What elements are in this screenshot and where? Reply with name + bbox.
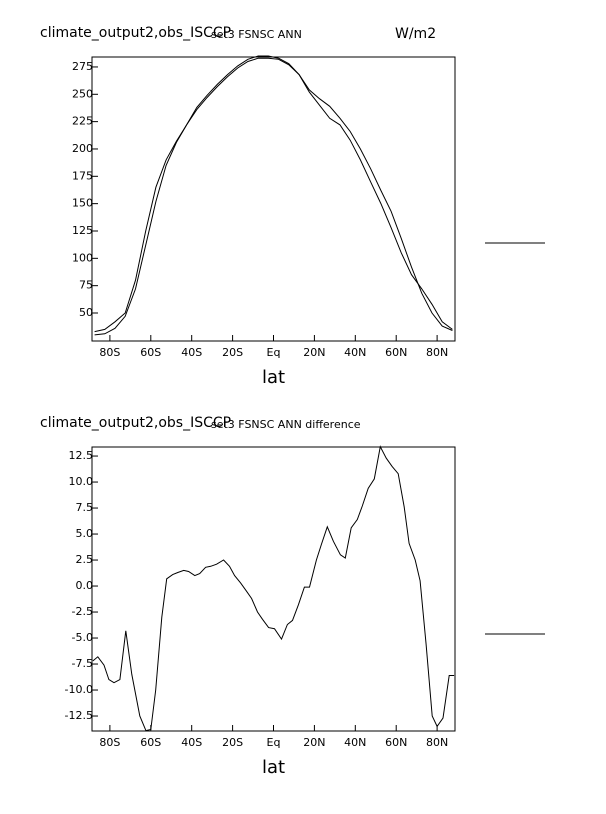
x-tick-label: 80S: [99, 346, 120, 359]
x-tick-label: Eq: [267, 736, 281, 749]
y-tick-label: 125: [72, 224, 93, 237]
x-tick-label: 40S: [181, 736, 202, 749]
y-tick-label: 0.0: [76, 579, 94, 592]
y-tick-label: 225: [72, 115, 93, 128]
y-tick-label: 250: [72, 87, 93, 100]
x-tick-label: 80N: [426, 346, 448, 359]
y-tick-label: 10.0: [69, 475, 94, 488]
x-axis-label: lat: [262, 757, 285, 778]
y-tick-label: -5.0: [72, 631, 93, 644]
x-tick-label: 60S: [140, 346, 161, 359]
data-line: [92, 445, 455, 732]
y-tick-label: 75: [79, 279, 93, 292]
y-tick-label: 7.5: [76, 501, 94, 514]
chart-subtitle: set3 FSNSC ANN difference: [211, 418, 361, 431]
y-tick-label: -12.5: [65, 709, 93, 722]
y-tick-label: -10.0: [65, 683, 93, 696]
data-line: [94, 55, 453, 336]
x-tick-label: 20S: [222, 736, 243, 749]
x-tick-label: 20S: [222, 346, 243, 359]
plot-frame: [91, 56, 456, 342]
x-tick-label: 20N: [303, 736, 325, 749]
data-line: [94, 57, 453, 333]
x-tick-label: 40N: [344, 736, 366, 749]
x-tick-label: 20N: [303, 346, 325, 359]
x-tick-label: Eq: [267, 346, 281, 359]
y-tick-label: 200: [72, 142, 93, 155]
y-tick-label: 275: [72, 60, 93, 73]
chart-title: climate_output2,obs_ISCCP: [40, 415, 231, 431]
x-tick-label: 60N: [385, 736, 407, 749]
y-tick-label: 5.0: [76, 527, 94, 540]
y-tick-label: 175: [72, 169, 93, 182]
x-tick-label: 80S: [99, 736, 120, 749]
y-tick-label: 50: [79, 306, 93, 319]
x-tick-label: 40S: [181, 346, 202, 359]
chart-subtitle: set3 FSNSC ANN: [211, 28, 302, 41]
units: W/m2: [395, 26, 436, 42]
y-tick-label: 2.5: [76, 553, 94, 566]
y-tick-label: 12.5: [69, 449, 94, 462]
plot-frame: [91, 446, 456, 732]
y-tick-label: -7.5: [72, 657, 93, 670]
y-tick-label: 100: [72, 251, 93, 264]
x-tick-label: 80N: [426, 736, 448, 749]
x-tick-label: 60N: [385, 346, 407, 359]
y-tick-label: -2.5: [72, 605, 93, 618]
x-tick-label: 60S: [140, 736, 161, 749]
x-axis-label: lat: [262, 367, 285, 388]
chart-title: climate_output2,obs_ISCCP: [40, 25, 231, 41]
y-tick-label: 150: [72, 197, 93, 210]
x-tick-label: 40N: [344, 346, 366, 359]
